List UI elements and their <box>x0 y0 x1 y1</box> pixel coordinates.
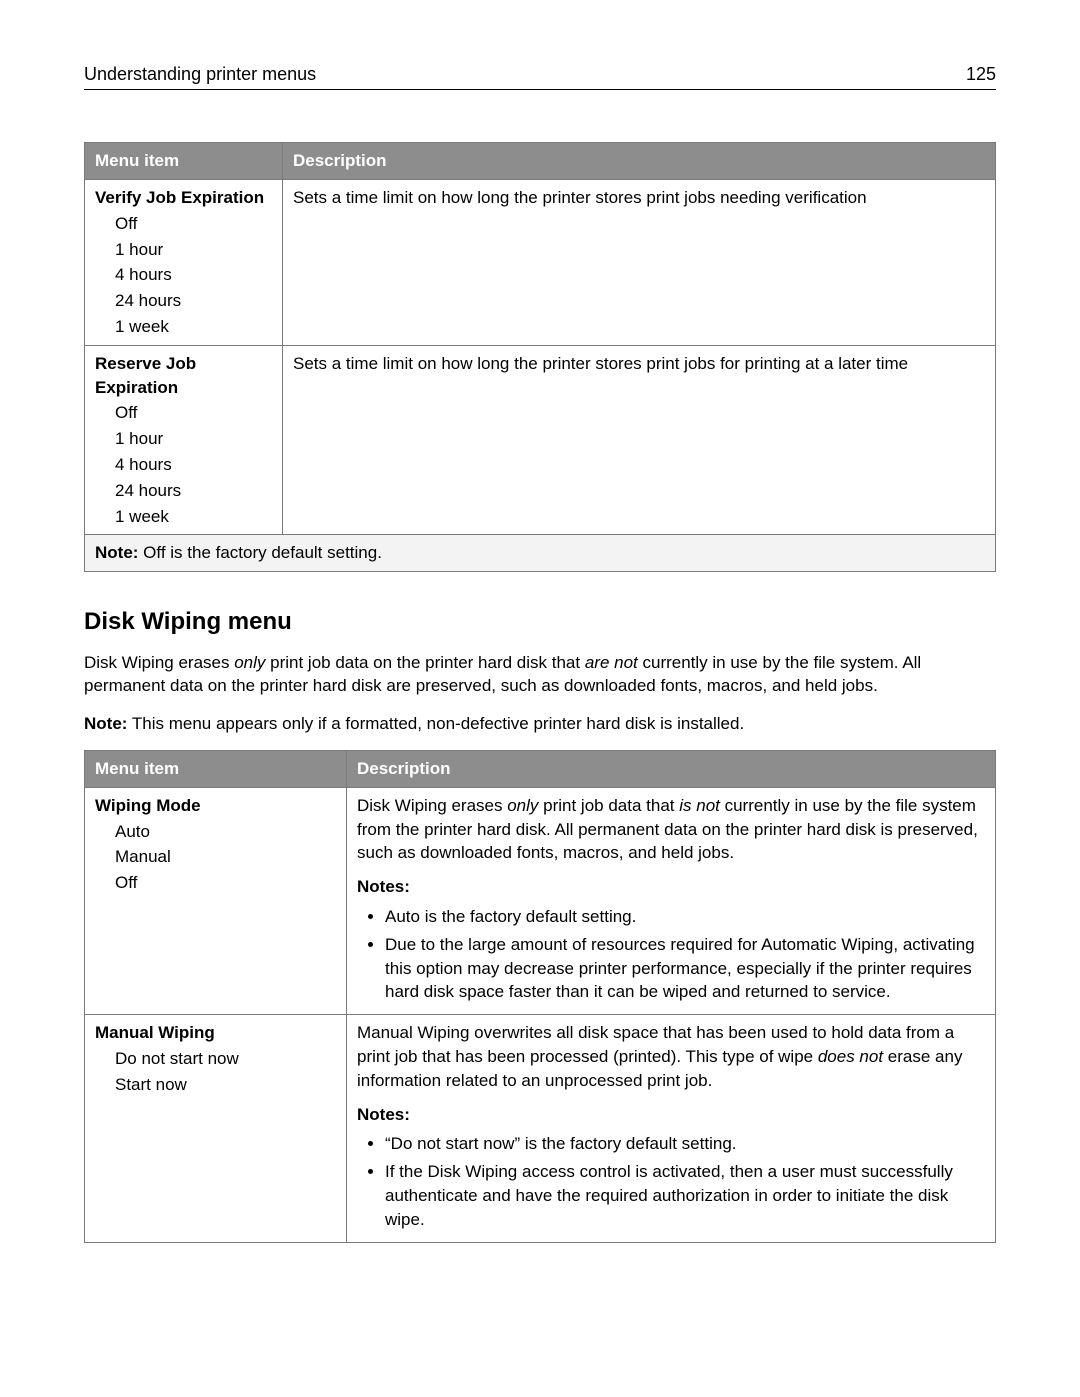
menu-item-title: Wiping Mode <box>95 794 338 818</box>
menu-option: 1 hour <box>115 238 274 262</box>
italic-text: only <box>234 653 265 672</box>
section-paragraph: Disk Wiping erases only print job data o… <box>84 651 996 699</box>
italic-text: is not <box>679 796 720 815</box>
menu-option: 4 hours <box>115 263 274 287</box>
table-header-row: Menu item Description <box>85 751 996 788</box>
col-header-description: Description <box>283 143 996 180</box>
note-label: Note: <box>84 714 127 733</box>
menu-option: Do not start now <box>115 1047 338 1071</box>
table-header-row: Menu item Description <box>85 143 996 180</box>
description-cell: Disk Wiping erases only print job data t… <box>347 787 996 1014</box>
note-text: This menu appears only if a formatted, n… <box>127 714 744 733</box>
text-run: print job data that <box>538 796 679 815</box>
running-header: Understanding printer menus 125 <box>84 62 996 90</box>
disk-wiping-table: Menu item Description Wiping Mode Auto M… <box>84 750 996 1243</box>
note-label: Note: <box>95 543 138 562</box>
menu-option: 1 hour <box>115 427 274 451</box>
job-expiration-table: Menu item Description Verify Job Expirat… <box>84 142 996 572</box>
notes-list: Auto is the factory default setting. Due… <box>385 905 987 1004</box>
menu-option: 24 hours <box>115 479 274 503</box>
description-cell: Manual Wiping overwrites all disk space … <box>347 1015 996 1242</box>
notes-label: Notes: <box>357 875 987 899</box>
menu-item-cell: Verify Job Expiration Off 1 hour 4 hours… <box>85 180 283 346</box>
text-run: print job data on the printer hard disk … <box>265 653 584 672</box>
col-header-description: Description <box>347 751 996 788</box>
menu-item-title: Verify Job Expiration <box>95 186 274 210</box>
italic-text: only <box>507 796 538 815</box>
menu-option: 24 hours <box>115 289 274 313</box>
menu-item-options: Auto Manual Off <box>115 820 338 895</box>
italic-text: does not <box>818 1047 883 1066</box>
notes-list-item: “Do not start now” is the factory defaul… <box>385 1132 987 1156</box>
description-cell: Sets a time limit on how long the printe… <box>283 345 996 535</box>
menu-item-cell: Manual Wiping Do not start now Start now <box>85 1015 347 1242</box>
menu-item-title: Reserve Job Expiration <box>95 352 274 400</box>
col-header-menu-item: Menu item <box>85 751 347 788</box>
notes-label: Notes: <box>357 1103 987 1127</box>
table-row: Verify Job Expiration Off 1 hour 4 hours… <box>85 180 996 346</box>
italic-text: are not <box>585 653 638 672</box>
col-header-menu-item: Menu item <box>85 143 283 180</box>
section-note: Note: This menu appears only if a format… <box>84 712 996 736</box>
description-cell: Sets a time limit on how long the printe… <box>283 180 996 346</box>
menu-item-title: Manual Wiping <box>95 1021 338 1045</box>
menu-option: Off <box>115 401 274 425</box>
menu-option: Manual <box>115 845 338 869</box>
menu-option: 1 week <box>115 505 274 529</box>
table-note-row: Note: Off is the factory default setting… <box>85 535 996 572</box>
menu-option: Off <box>115 212 274 236</box>
notes-list-item: If the Disk Wiping access control is act… <box>385 1160 987 1231</box>
menu-item-cell: Reserve Job Expiration Off 1 hour 4 hour… <box>85 345 283 535</box>
text-run: Disk Wiping erases <box>357 796 507 815</box>
page-number: 125 <box>966 62 996 86</box>
notes-list-item: Due to the large amount of resources req… <box>385 933 987 1004</box>
table-note-cell: Note: Off is the factory default setting… <box>85 535 996 572</box>
table-row: Wiping Mode Auto Manual Off Disk Wiping … <box>85 787 996 1014</box>
header-title: Understanding printer menus <box>84 62 316 86</box>
page: Understanding printer menus 125 Menu ite… <box>0 0 1080 1243</box>
menu-option: Start now <box>115 1073 338 1097</box>
menu-option: 1 week <box>115 315 274 339</box>
menu-item-options: Off 1 hour 4 hours 24 hours 1 week <box>115 212 274 339</box>
notes-list: “Do not start now” is the factory defaul… <box>385 1132 987 1231</box>
notes-list-item: Auto is the factory default setting. <box>385 905 987 929</box>
note-text: Off is the factory default setting. <box>138 543 381 562</box>
menu-item-cell: Wiping Mode Auto Manual Off <box>85 787 347 1014</box>
text-run: Disk Wiping erases <box>84 653 234 672</box>
menu-option: Off <box>115 871 338 895</box>
table-row: Reserve Job Expiration Off 1 hour 4 hour… <box>85 345 996 535</box>
menu-option: Auto <box>115 820 338 844</box>
menu-item-options: Off 1 hour 4 hours 24 hours 1 week <box>115 401 274 528</box>
menu-item-options: Do not start now Start now <box>115 1047 338 1097</box>
menu-option: 4 hours <box>115 453 274 477</box>
section-heading: Disk Wiping menu <box>84 606 996 638</box>
table-row: Manual Wiping Do not start now Start now… <box>85 1015 996 1242</box>
